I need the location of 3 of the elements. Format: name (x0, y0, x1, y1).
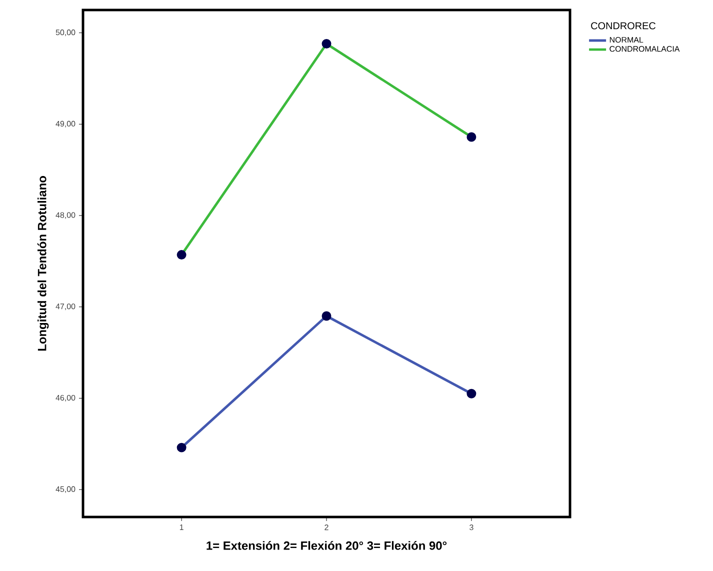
legend-title: CONDROREC (591, 22, 656, 30)
x-axis-title: 1= Extensión 2= Flexión 20° 3= Flexión 90° (206, 540, 447, 550)
y-axis-title: Longitud del Tendón Rotuliano (37, 176, 49, 351)
